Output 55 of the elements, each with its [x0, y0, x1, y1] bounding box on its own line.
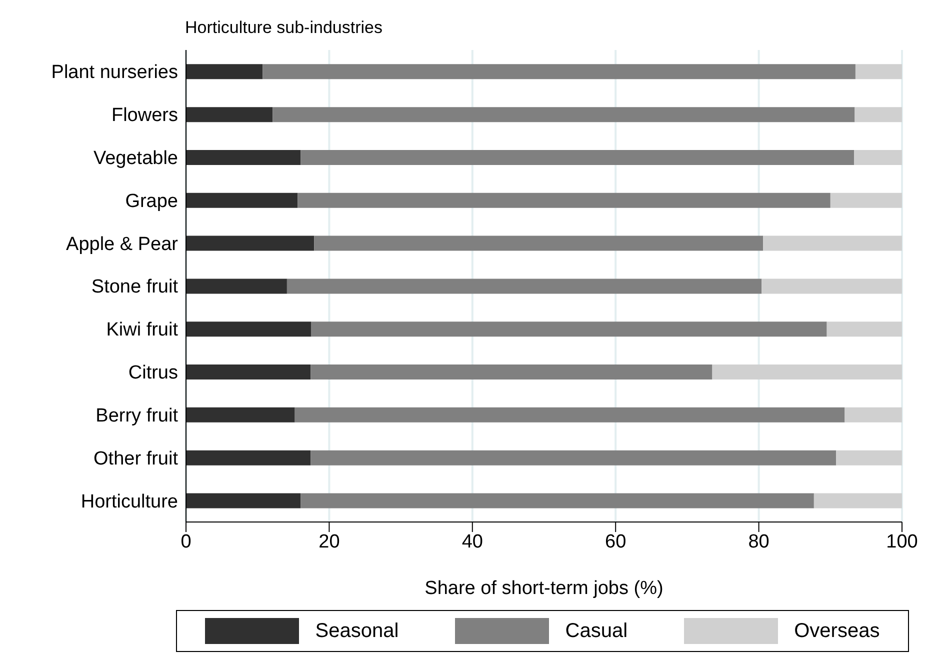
- bar: [854, 107, 902, 122]
- bar: [762, 278, 902, 294]
- bar: [272, 107, 855, 122]
- bar: [311, 322, 827, 337]
- y-tick-label: Flowers: [111, 105, 178, 126]
- x-tick-label: 60: [605, 531, 626, 552]
- x-tick-label: 40: [462, 531, 483, 552]
- y-tick-label: Vegetable: [93, 148, 178, 170]
- bar: [826, 322, 902, 337]
- bar: [286, 278, 762, 294]
- y-tick-label: Grape: [125, 190, 178, 212]
- bar: [814, 493, 902, 508]
- legend-label: Casual: [565, 620, 628, 642]
- bar: [186, 450, 311, 466]
- bar: [186, 107, 273, 122]
- bar: [854, 150, 902, 165]
- bar: [314, 236, 764, 251]
- bar: [186, 278, 287, 294]
- bar: [855, 64, 902, 80]
- chart-title: Horticulture sub-industries: [185, 18, 382, 38]
- y-tick-label: Kiwi fruit: [106, 320, 179, 341]
- y-tick-label: Citrus: [128, 362, 178, 384]
- x-tick-label: 100: [886, 531, 918, 552]
- bar: [186, 322, 312, 337]
- bar: [298, 192, 830, 208]
- bar: [300, 150, 854, 165]
- y-tick-label: Stone fruit: [91, 276, 179, 298]
- legend-label: Seasonal: [315, 620, 399, 642]
- bar: [262, 64, 856, 80]
- legend-label: Overseas: [794, 620, 880, 642]
- bar: [836, 450, 902, 466]
- y-tick-label: Berry fruit: [96, 405, 179, 426]
- bar: [186, 364, 311, 380]
- bar: [712, 364, 902, 380]
- y-tick-label: Other fruit: [94, 448, 179, 470]
- y-tick-label: Plant nurseries: [51, 62, 178, 84]
- bar: [186, 64, 263, 80]
- x-axis-title: Share of short-term jobs (%): [424, 578, 664, 599]
- bar: [186, 192, 298, 208]
- bar: [310, 450, 836, 466]
- bar: [186, 493, 301, 508]
- bar: [300, 493, 814, 508]
- x-tick-label: 20: [318, 531, 340, 552]
- x-tick-label: 0: [180, 531, 192, 552]
- bar: [844, 407, 902, 422]
- bar: [186, 150, 301, 165]
- bar: [186, 407, 295, 422]
- bar: [186, 236, 314, 251]
- y-tick-label: Horticulture: [80, 491, 178, 512]
- bar: [830, 192, 902, 208]
- bar: [763, 236, 902, 251]
- bar: [310, 364, 712, 380]
- bar: [294, 407, 845, 422]
- y-tick-label: Apple & Pear: [66, 234, 179, 255]
- x-tick-label: 80: [748, 531, 770, 552]
